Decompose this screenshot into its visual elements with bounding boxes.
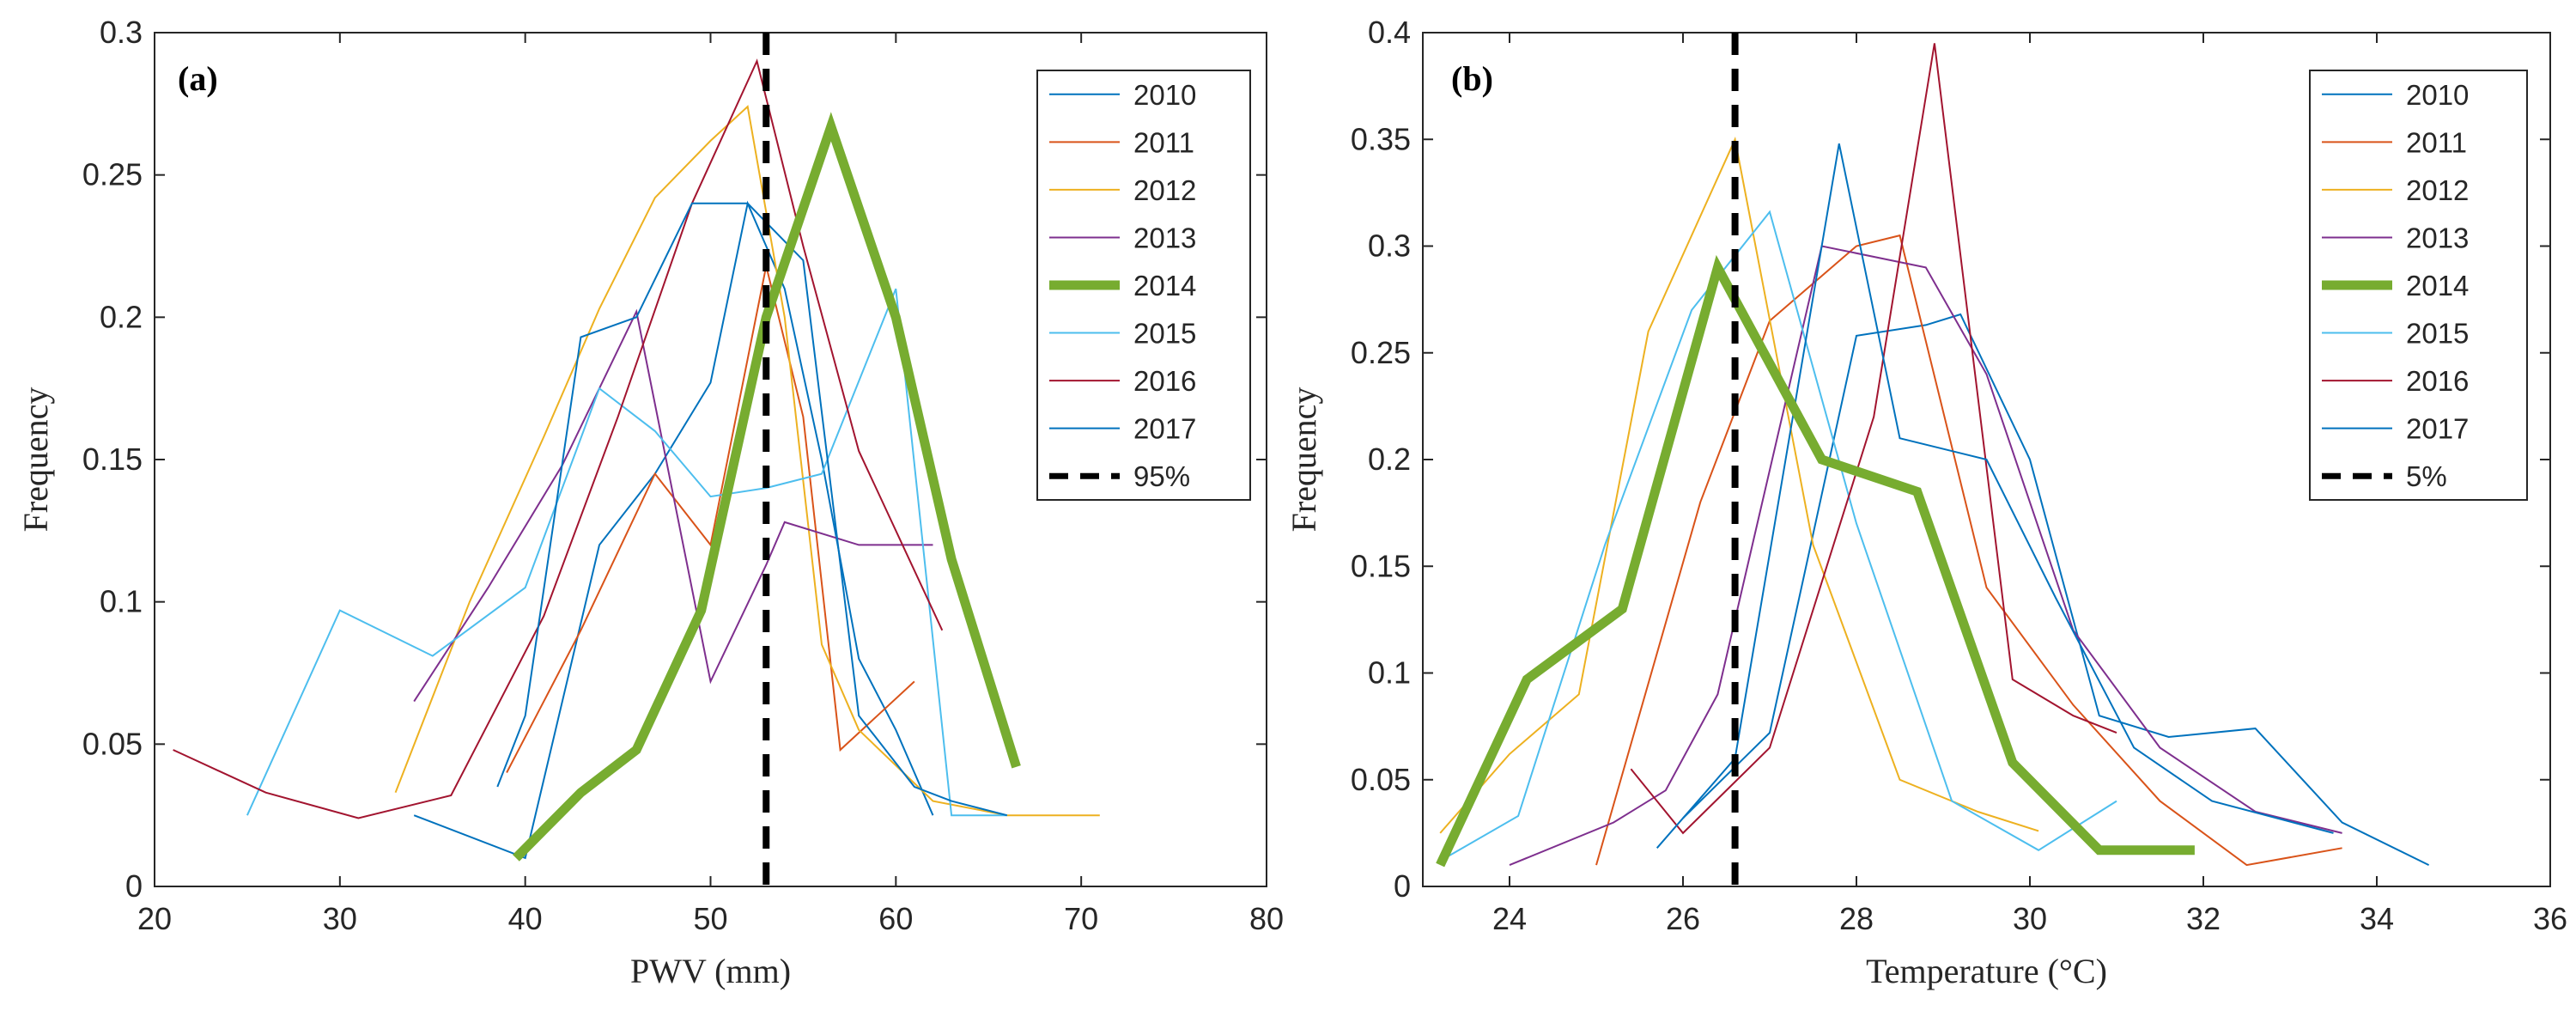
- x-tick-label: 60: [878, 901, 913, 936]
- x-axis-title: Temperature (°C): [1866, 952, 2107, 990]
- legend-label: 2014: [1133, 270, 1196, 301]
- x-tick-label: 36: [2533, 901, 2567, 936]
- y-tick-label: 0.2: [100, 299, 143, 334]
- chart-panel-b: 24 26 28 30 32 34 36 0 0.05 0.1 0.15 0.2 0.25 0.3 0.35…: [1285, 15, 2567, 990]
- legend-label: 2015: [2406, 318, 2469, 350]
- series-line-2013: [1509, 245, 2342, 867]
- x-tick-label: 30: [2013, 901, 2047, 936]
- series-line-2015: [1439, 210, 2117, 862]
- legend-label: 2012: [1133, 174, 1196, 206]
- panel-label: (b): [1451, 59, 1493, 98]
- y-tick-label: 0.05: [82, 726, 143, 761]
- y-tick-label: 0.1: [1368, 655, 1411, 691]
- series-line-2017: [1656, 143, 2334, 849]
- y-tick-label: 0.25: [82, 157, 143, 192]
- legend-label: 2012: [2406, 174, 2469, 206]
- series-line-2014: [1436, 254, 2195, 868]
- legend-label: 2017: [2406, 413, 2469, 445]
- x-tick-label: 70: [1064, 901, 1098, 936]
- y-tick-label: 0.4: [1368, 15, 1411, 50]
- y-tick-label: 0.15: [1351, 548, 1411, 583]
- x-tick-label: 34: [2360, 901, 2394, 936]
- x-tick-label: 32: [2186, 901, 2221, 936]
- panel-label: (a): [178, 59, 218, 98]
- x-axis-title: PWV (mm): [630, 952, 791, 990]
- y-tick-label: 0.35: [1351, 121, 1411, 156]
- series-line-2017: [496, 202, 1008, 817]
- legend-label: 2016: [2406, 365, 2469, 397]
- series-line-2012: [394, 105, 1100, 817]
- legend-label: 2010: [1133, 79, 1196, 111]
- series-line-2016: [173, 58, 944, 819]
- legend: 2010 2011 2012 2013 2014 2015 2016 2017 95%: [1036, 70, 1251, 501]
- x-tick-label: 50: [693, 901, 727, 936]
- series-line-2010: [1682, 313, 2430, 866]
- x-tick-label: 24: [1492, 901, 1527, 936]
- series-line-2013: [413, 308, 933, 703]
- legend-label: 2017: [1133, 413, 1196, 445]
- legend-label: 2011: [1133, 126, 1194, 158]
- x-tick-label: 28: [1839, 901, 1874, 936]
- y-tick-label: 0.1: [100, 584, 143, 619]
- y-tick-label: 0.3: [1368, 228, 1411, 264]
- x-tick-label: 26: [1666, 901, 1700, 936]
- series-line-2014: [512, 112, 1021, 862]
- x-tick-label: 40: [508, 901, 543, 936]
- legend-label: 2010: [2406, 79, 2469, 111]
- legend-label: 2013: [1133, 222, 1196, 253]
- legend: 2010 2011 2012 2013 2014 2015 2016 2017 5%: [2309, 70, 2528, 501]
- x-tick-label: 30: [323, 901, 357, 936]
- y-tick-label: 0.15: [82, 442, 143, 477]
- y-tick-label: 0.3: [100, 15, 143, 50]
- y-tick-label: 0: [1394, 868, 1411, 904]
- legend-label: 2014: [2406, 270, 2469, 301]
- legend-label: 2015: [1133, 318, 1196, 350]
- legend-label: 5%: [2406, 460, 2447, 492]
- series-line-2016: [1630, 43, 2117, 835]
- y-tick-label: 0.05: [1351, 762, 1411, 797]
- y-tick-label: 0.2: [1368, 442, 1411, 477]
- y-axis-title: Frequency: [16, 387, 55, 533]
- y-axis-title: Frequency: [1285, 387, 1323, 533]
- y-tick-label: 0.25: [1351, 335, 1411, 370]
- x-tick-label: 20: [137, 901, 172, 936]
- x-tick-label: 80: [1249, 901, 1284, 936]
- chart-panel-a: 20 30 40 50 60 70 80 0 0.05 0.1 0.15 0.2 0.25 0.3 PWV …: [16, 15, 1284, 990]
- legend-label: 2016: [1133, 365, 1196, 397]
- y-tick-label: 0: [125, 868, 143, 904]
- legend-label: 95%: [1133, 460, 1190, 492]
- legend-label: 2013: [2406, 222, 2469, 253]
- legend-label: 2011: [2406, 126, 2467, 158]
